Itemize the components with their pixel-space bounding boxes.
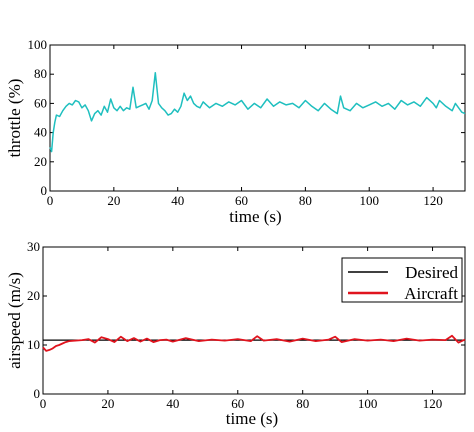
chart2-y-axis-label: airspeed (m/s): [5, 272, 24, 369]
chart2-y-tick-label-0: 0: [34, 386, 41, 401]
chart2-plot-frame: [42, 246, 466, 395]
chart2-y-tick-label-3: 30: [27, 239, 40, 254]
chart2-x-tick-label-1: 20: [101, 396, 114, 411]
chart1-y-tick-label-3: 60: [34, 95, 47, 110]
chart2-y-tick-label-1: 10: [27, 337, 40, 352]
chart1-y-axis-label: throttle (%): [5, 79, 24, 158]
chart2-legend-label-aircraft: Aircraft: [404, 284, 458, 303]
chart1-x-tick-label-0: 0: [47, 193, 54, 208]
chart2-series-aircraft-line: [42, 334, 466, 352]
chart2-legend-box: [341, 257, 463, 303]
chart2-x-tick-label-3: 60: [231, 396, 244, 411]
chart1-x-tick-label-2: 40: [171, 193, 184, 208]
chart2-y-tick-label-2: 20: [27, 288, 40, 303]
chart2-x-tick-label-5: 100: [358, 396, 378, 411]
chart2-x-tick-label-2: 40: [166, 396, 179, 411]
chart1-x-tick-label-1: 20: [107, 193, 120, 208]
chart1-x-tick-label-3: 60: [235, 193, 248, 208]
chart2-x-axis-label: time (s): [226, 409, 278, 428]
chart1-x-axis-label: time (s): [229, 207, 281, 226]
chart1-x-tick-label-5: 100: [359, 193, 379, 208]
chart2-x-tick-label-6: 120: [423, 396, 443, 411]
chart1-x-tick-label-6: 120: [423, 193, 443, 208]
chart2-x-tick-label-0: 0: [40, 396, 47, 411]
chart1-y-tick-label-2: 40: [34, 125, 47, 140]
chart2-x-tick-label-4: 80: [296, 396, 309, 411]
chart1-y-tick-label-0: 0: [41, 183, 48, 198]
chart1-y-tick-label-5: 100: [28, 37, 48, 52]
chart1-x-tick-label-4: 80: [299, 193, 312, 208]
chart2-legend-label-desired: Desired: [405, 263, 458, 282]
chart1-series-line-line: [49, 71, 466, 153]
chart1-y-tick-label-4: 80: [34, 66, 47, 81]
chart1-y-tick-label-1: 20: [34, 154, 47, 169]
chart1-plot-frame: [49, 44, 466, 192]
